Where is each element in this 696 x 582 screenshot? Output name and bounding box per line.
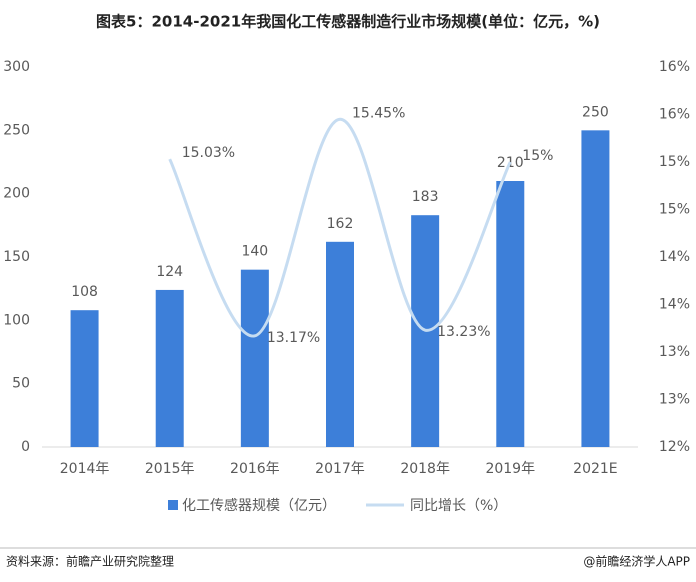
line-value-label: 13.17% xyxy=(267,330,320,346)
bar xyxy=(326,241,354,447)
y2-tick-label: 13% xyxy=(659,392,690,408)
bar xyxy=(155,289,184,447)
y2-tick-label: 12% xyxy=(659,439,690,455)
x-tick-label: 2014年 xyxy=(60,461,110,477)
bar-value-label: 140 xyxy=(241,244,268,260)
y-tick-label: 250 xyxy=(3,122,30,138)
legend-swatch xyxy=(168,500,178,510)
chart-title: 图表5：2014-2021年我国化工传感器制造行业市场规模(单位：亿元，%) xyxy=(96,13,600,31)
legend-label: 化工传感器规模（亿元） xyxy=(182,497,336,514)
bar xyxy=(240,269,269,447)
x-tick-label: 2015年 xyxy=(145,461,195,477)
y-tick-label: 0 xyxy=(21,439,30,455)
source: 资料来源：前瞻产业研究院整理 xyxy=(6,554,174,569)
x-tick-label: 2017年 xyxy=(315,461,365,477)
x-tick-label: 2021E xyxy=(573,461,617,477)
y2-tick-label: 16% xyxy=(659,107,690,123)
bar-value-label: 108 xyxy=(71,284,98,300)
bar xyxy=(70,310,99,447)
y2-tick-label: 15% xyxy=(659,154,690,170)
y-tick-label: 50 xyxy=(12,376,30,392)
x-tick-label: 2016年 xyxy=(230,461,280,477)
bar xyxy=(496,181,525,447)
y-tick-label: 200 xyxy=(3,186,30,202)
y2-tick-label: 14% xyxy=(659,249,690,265)
legend-label: 同比增长（%） xyxy=(410,498,507,514)
bar xyxy=(581,130,610,448)
y-tick-label: 100 xyxy=(3,312,30,328)
x-tick-label: 2018年 xyxy=(400,461,450,477)
y-tick-label: 300 xyxy=(3,59,30,75)
x-tick-label: 2019年 xyxy=(485,461,535,477)
credit: @前瞻经济学人APP xyxy=(583,554,690,569)
line-value-label: 13.23% xyxy=(437,324,490,340)
y2-tick-label: 14% xyxy=(659,297,690,313)
y2-tick-label: 13% xyxy=(659,344,690,360)
y-tick-label: 150 xyxy=(3,249,30,265)
bar-value-label: 162 xyxy=(327,216,354,232)
y2-tick-label: 15% xyxy=(659,202,690,218)
bar-value-label: 124 xyxy=(156,264,183,280)
line-value-label: 15% xyxy=(522,148,553,164)
bar-value-label: 183 xyxy=(412,189,439,205)
line-value-label: 15.45% xyxy=(352,105,405,121)
line xyxy=(168,117,512,338)
y2-tick-label: 16% xyxy=(659,59,690,75)
line-value-label: 15.03% xyxy=(182,145,235,161)
bar-value-label: 250 xyxy=(582,104,609,120)
